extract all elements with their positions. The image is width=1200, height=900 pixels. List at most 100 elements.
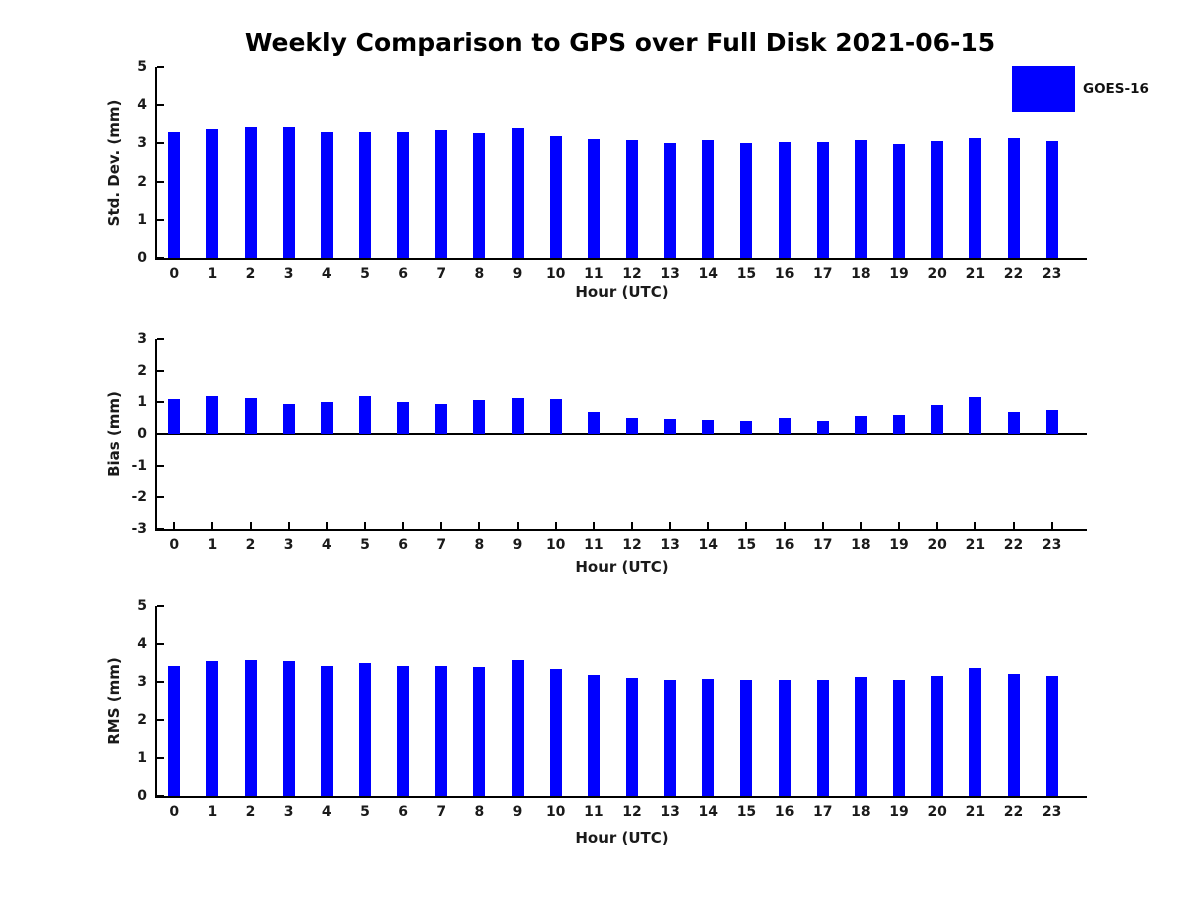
bar-hour-3 <box>282 660 295 796</box>
bar-hour-13 <box>664 143 677 258</box>
y-tick-label: 4 <box>137 97 147 114</box>
bar-hour-7 <box>435 130 448 258</box>
x-axis-label-bottom: Hour (UTC) <box>575 829 669 847</box>
x-tick <box>783 522 786 529</box>
x-tick-label: 15 <box>736 266 757 282</box>
bar-hour-15 <box>740 421 753 434</box>
bar-hour-8 <box>473 400 486 434</box>
x-tick-label: 23 <box>1041 266 1062 282</box>
x-tick <box>821 522 824 529</box>
y-tick <box>157 528 164 530</box>
x-tick-label: 23 <box>1041 537 1062 553</box>
x-tick-label: 16 <box>774 266 795 282</box>
x-tick-label: 7 <box>436 804 447 820</box>
bar-hour-0 <box>168 131 181 258</box>
bar-hour-6 <box>397 131 410 258</box>
bar-hour-20 <box>931 405 944 434</box>
bar-hour-12 <box>626 417 638 434</box>
bar-hour-23 <box>1045 676 1058 796</box>
x-tick <box>440 522 443 529</box>
bar-hour-5 <box>358 132 371 258</box>
x-tick-label: 3 <box>283 537 294 553</box>
x-tick <box>669 522 672 529</box>
y-tick-label: -3 <box>131 521 147 537</box>
bar-hour-11 <box>587 138 600 258</box>
bar-hour-19 <box>893 144 906 258</box>
bar-hour-2 <box>244 659 257 796</box>
y-tick-label: 1 <box>137 211 147 228</box>
y-tick <box>157 464 164 467</box>
x-tick-label: 22 <box>1003 266 1024 282</box>
bar-hour-16 <box>778 680 791 796</box>
x-tick-label: 16 <box>774 804 795 820</box>
x-tick-label: 14 <box>698 537 719 553</box>
y-tick-label: 2 <box>137 362 147 379</box>
bar-hour-21 <box>969 137 982 258</box>
bar-hour-7 <box>435 665 448 796</box>
x-tick-label: 10 <box>545 804 566 820</box>
x-tick-label: 22 <box>1003 804 1024 820</box>
x-tick-label: 13 <box>660 804 680 820</box>
x-tick-label: 19 <box>889 804 909 820</box>
y-tick-label: 3 <box>137 674 147 690</box>
x-tick-label: 23 <box>1041 804 1062 820</box>
bar-hour-3 <box>282 403 295 434</box>
x-tick <box>173 522 176 529</box>
bar-hour-1 <box>206 396 219 434</box>
x-axis-spine <box>155 529 1087 531</box>
bar-hour-14 <box>702 140 715 258</box>
bar-hour-10 <box>549 669 562 796</box>
x-axis-label-top: Hour (UTC) <box>575 283 669 301</box>
x-tick <box>402 522 405 529</box>
x-tick <box>898 522 901 529</box>
x-axis-spine <box>155 258 1087 260</box>
x-tick-label: 7 <box>436 537 447 553</box>
x-tick <box>859 522 862 529</box>
y-tick <box>157 180 164 183</box>
y-axis-label-rms: RMS (mm) <box>105 657 123 745</box>
bar-hour-4 <box>320 131 333 258</box>
bar-hour-17 <box>816 421 829 434</box>
y-axis-spine <box>155 67 157 260</box>
bar-hour-15 <box>740 143 753 258</box>
bar-hour-16 <box>778 141 791 258</box>
bar-hour-12 <box>626 139 638 258</box>
chart-title: Weekly Comparison to GPS over Full Disk … <box>244 28 996 57</box>
x-tick-label: 2 <box>245 804 256 820</box>
x-tick-label: 18 <box>851 804 871 820</box>
bar-hour-5 <box>358 663 371 796</box>
x-tick-label: 22 <box>1003 537 1024 553</box>
x-tick-label: 10 <box>545 537 566 553</box>
bar-hour-13 <box>664 419 677 434</box>
x-tick-label: 9 <box>512 804 523 820</box>
bar-hour-4 <box>320 665 333 796</box>
x-tick-label: 12 <box>622 537 642 553</box>
x-tick <box>325 522 328 529</box>
legend-label-goes16: GOES-16 <box>1083 81 1149 97</box>
y-tick-label: 1 <box>137 394 147 411</box>
x-tick-label: 14 <box>698 804 719 820</box>
x-tick-label: 19 <box>889 537 909 553</box>
y-tick <box>157 643 164 645</box>
y-tick <box>157 338 164 340</box>
x-tick-label: 5 <box>360 804 370 820</box>
bar-hour-8 <box>473 133 486 258</box>
x-tick-label: 20 <box>927 266 947 282</box>
x-axis-spine <box>155 796 1087 798</box>
x-tick-label: 6 <box>398 537 408 553</box>
bar-hour-9 <box>511 659 524 796</box>
x-tick-label: 9 <box>512 266 523 282</box>
y-tick-label: 0 <box>137 426 147 442</box>
bar-hour-2 <box>244 126 257 258</box>
x-tick <box>936 522 939 529</box>
y-tick-label: 5 <box>137 59 147 75</box>
y-tick <box>157 369 164 372</box>
x-tick <box>1012 522 1015 529</box>
x-tick <box>211 522 214 529</box>
bar-hour-7 <box>435 403 448 434</box>
x-tick-label: 13 <box>660 266 680 282</box>
x-tick <box>707 522 710 529</box>
bar-hour-9 <box>511 398 524 434</box>
x-tick <box>1050 522 1053 529</box>
